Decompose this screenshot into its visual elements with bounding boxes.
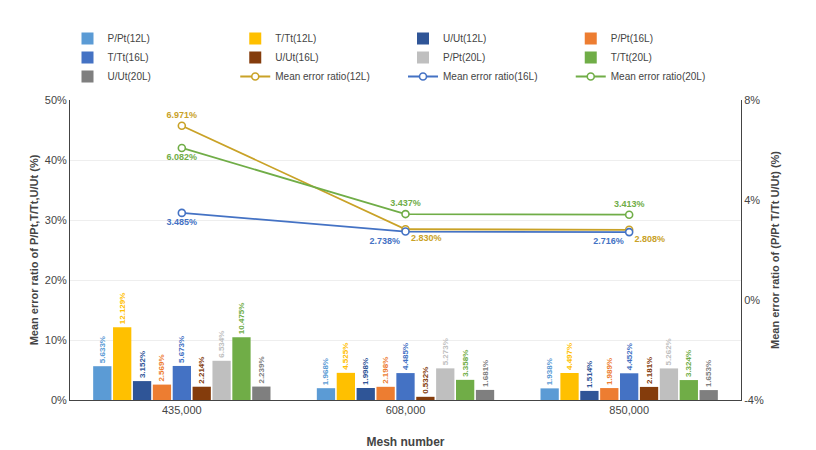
svg-text:Mesh number: Mesh number (366, 435, 444, 449)
svg-text:2.214%: 2.214% (197, 357, 206, 384)
svg-text:40%: 40% (45, 154, 67, 166)
svg-text:20%: 20% (45, 274, 67, 286)
svg-text:Mean error ratio(16L): Mean error ratio(16L) (443, 71, 537, 82)
svg-text:0%: 0% (744, 294, 760, 306)
svg-text:3.358%: 3.358% (461, 350, 470, 377)
svg-text:U/Ut(12L): U/Ut(12L) (443, 33, 486, 44)
svg-text:P/Pt(16L): P/Pt(16L) (611, 33, 653, 44)
svg-text:3.485%: 3.485% (167, 217, 198, 227)
svg-text:850,000: 850,000 (609, 404, 649, 416)
svg-text:2.239%: 2.239% (257, 356, 266, 383)
svg-text:1.514%: 1.514% (585, 361, 594, 388)
svg-text:6.082%: 6.082% (167, 152, 198, 162)
svg-text:8%: 8% (744, 94, 760, 106)
svg-text:Mean error ratio(12L): Mean error ratio(12L) (275, 71, 369, 82)
svg-text:1.681%: 1.681% (481, 360, 490, 387)
svg-text:2.738%: 2.738% (370, 236, 401, 246)
svg-text:3.152%: 3.152% (138, 351, 147, 378)
svg-text:5.262%: 5.262% (664, 338, 673, 365)
svg-text:Mean error ratio(20L): Mean error ratio(20L) (611, 71, 705, 82)
svg-text:Mean error ratio of (P/Pt T/Tt: Mean error ratio of (P/Pt T/Tt U/Ut) (%) (769, 151, 781, 349)
svg-text:2.808%: 2.808% (635, 234, 666, 244)
svg-text:U/Ut(20L): U/Ut(20L) (108, 71, 151, 82)
svg-text:6.534%: 6.534% (217, 331, 226, 358)
svg-text:1.998%: 1.998% (361, 358, 370, 385)
svg-text:T/Tt(12L): T/Tt(12L) (275, 33, 316, 44)
svg-text:Mean error ratio of P/Pt,T/Tt,: Mean error ratio of P/Pt,T/Tt,U/Ut (%) (28, 154, 40, 345)
svg-text:4.485%: 4.485% (401, 343, 410, 370)
svg-text:30%: 30% (45, 214, 67, 226)
svg-text:3.413%: 3.413% (614, 199, 645, 209)
svg-text:2.198%: 2.198% (381, 357, 390, 384)
svg-text:3.437%: 3.437% (390, 198, 421, 208)
svg-text:4.525%: 4.525% (341, 343, 350, 370)
svg-text:U/Ut(16L): U/Ut(16L) (275, 52, 318, 63)
svg-text:2.830%: 2.830% (411, 233, 442, 243)
svg-text:12.129%: 12.129% (118, 293, 127, 325)
svg-text:0%: 0% (51, 394, 67, 406)
svg-text:2.181%: 2.181% (645, 357, 654, 384)
svg-text:1.989%: 1.989% (605, 358, 614, 385)
svg-text:3.324%: 3.324% (684, 350, 693, 377)
svg-text:5.273%: 5.273% (441, 338, 450, 365)
svg-text:50%: 50% (45, 94, 67, 106)
svg-text:4.497%: 4.497% (565, 343, 574, 370)
svg-text:1.653%: 1.653% (704, 360, 713, 387)
svg-text:2.716%: 2.716% (593, 236, 624, 246)
svg-text:P/Pt(12L): P/Pt(12L) (108, 33, 150, 44)
svg-text:T/Tt(16L): T/Tt(16L) (108, 52, 149, 63)
svg-text:10%: 10% (45, 334, 67, 346)
svg-text:6.971%: 6.971% (167, 110, 198, 120)
svg-text:608,000: 608,000 (386, 404, 426, 416)
svg-text:1.968%: 1.968% (321, 358, 330, 385)
svg-text:-4%: -4% (744, 394, 764, 406)
svg-text:P/Pt(20L): P/Pt(20L) (443, 52, 485, 63)
svg-text:4.452%: 4.452% (625, 343, 634, 370)
svg-text:1.938%: 1.938% (545, 358, 554, 385)
svg-text:10.475%: 10.475% (237, 303, 246, 335)
svg-text:0.532%: 0.532% (421, 367, 430, 394)
svg-text:2.569%: 2.569% (157, 354, 166, 381)
svg-text:4%: 4% (744, 194, 760, 206)
svg-text:5.673%: 5.673% (177, 336, 186, 363)
svg-text:5.633%: 5.633% (98, 336, 107, 363)
svg-text:435,000: 435,000 (162, 404, 202, 416)
svg-text:T/Tt(20L): T/Tt(20L) (611, 52, 652, 63)
